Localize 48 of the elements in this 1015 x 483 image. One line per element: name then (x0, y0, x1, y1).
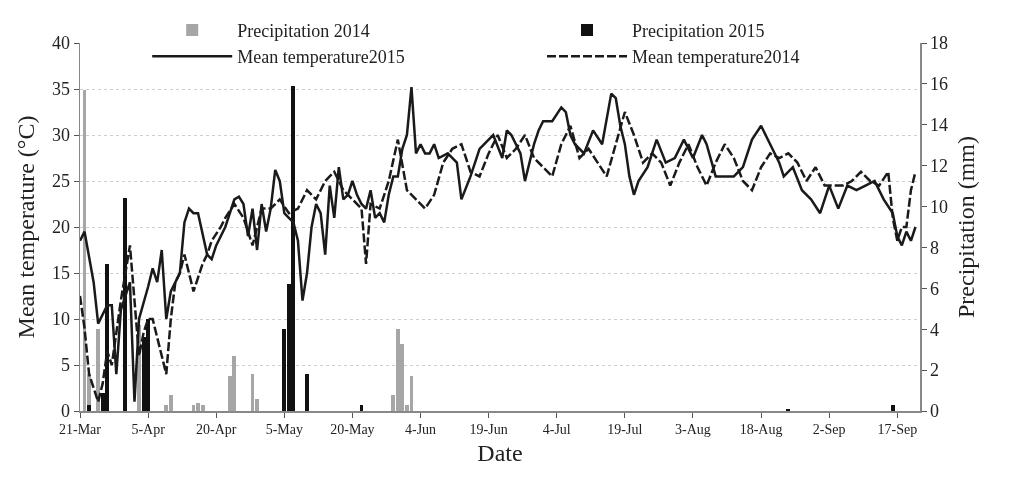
x-tick-label: 4-Jun (404, 422, 437, 438)
x-tick-label: 19-Jul (607, 422, 643, 438)
y-tick-label: 5 (60, 355, 70, 376)
legend-label: Precipitation 2014 (237, 20, 370, 41)
y2-tick-label: 4 (930, 319, 940, 340)
x-tick-label: 5-Apr (131, 422, 166, 438)
x-tick-label: 3-Aug (675, 422, 711, 438)
y-tick-label: 20 (51, 217, 70, 238)
y-tick-label: 0 (60, 401, 70, 422)
x-tick-label: 5-May (265, 422, 303, 438)
y2-tick-label: 14 (930, 115, 949, 136)
x-tick-label: 18-Aug (739, 422, 783, 438)
y2-tick-label: 16 (930, 74, 949, 95)
legend-label: Mean temperature2014 (632, 47, 800, 68)
y-tick-label: 10 (51, 309, 70, 330)
y-tick-label: 35 (51, 79, 70, 100)
y-tick-label: 25 (51, 171, 70, 192)
y-tick-label: 15 (51, 263, 70, 284)
bar (305, 374, 309, 411)
y2-axis-title: Precipitation (mm) (953, 136, 980, 318)
bar (786, 408, 791, 411)
x-axis-title: Date (477, 440, 523, 467)
y2-tick-label: 12 (930, 155, 949, 176)
x-tick-label: 20-Apr (196, 422, 237, 438)
bar (168, 394, 173, 411)
y2-tick-label: 2 (930, 360, 940, 381)
y-tick-label: 30 (51, 125, 70, 146)
y2-tick-label: 10 (930, 196, 949, 217)
bar (232, 355, 237, 411)
bar (200, 404, 205, 411)
y2-tick-label: 6 (930, 278, 940, 299)
bar (890, 404, 895, 411)
legend-label: Precipitation 2015 (632, 20, 765, 41)
bar (395, 329, 400, 411)
bar (87, 404, 92, 411)
x-tick-label: 4-Jul (542, 422, 571, 438)
x-tick-label: 20-May (330, 422, 375, 438)
x-tick-label: 2-Sep (812, 422, 846, 438)
y2-tick-label: 8 (930, 237, 940, 258)
x-tick-label: 21-Mar (59, 422, 102, 438)
y-tick-label: 40 (51, 33, 70, 54)
y-axis-title: Mean temperature (°C) (13, 115, 40, 339)
legend-label: Mean temperature2015 (237, 47, 405, 68)
y2-tick-label: 18 (930, 33, 949, 54)
x-tick-label: 19-Jun (469, 422, 508, 438)
y2-tick-label: 0 (930, 401, 940, 422)
bar (96, 329, 101, 411)
x-tick-label: 17-Sep (877, 422, 918, 438)
